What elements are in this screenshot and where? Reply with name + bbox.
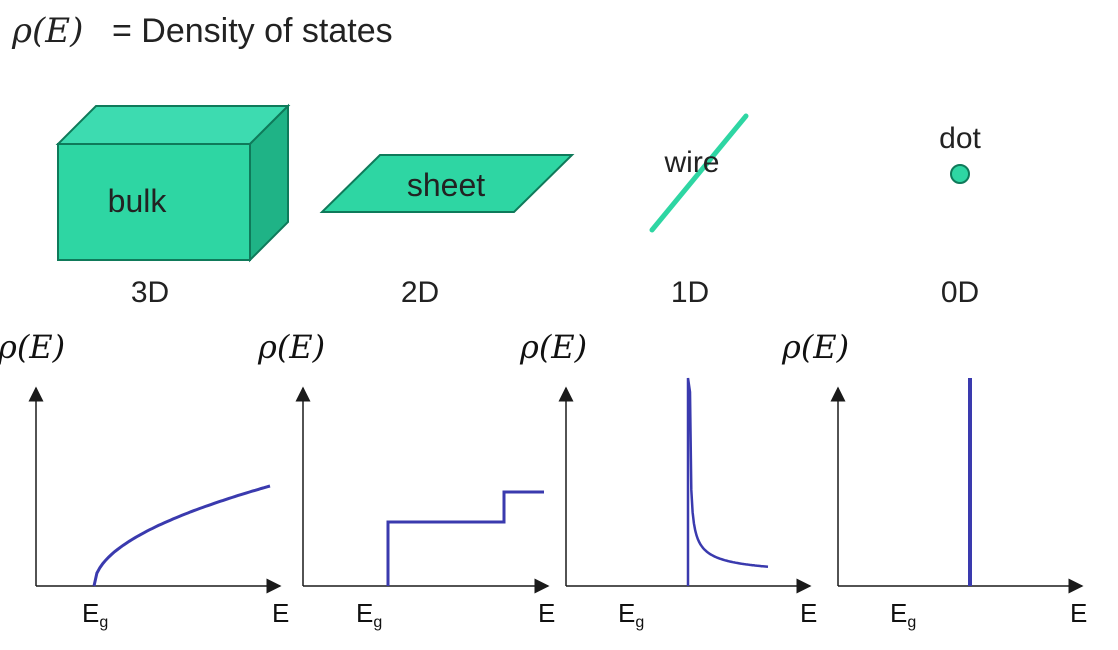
sheet-label: sheet xyxy=(407,167,485,203)
plot-3d-gap-label: Eg xyxy=(82,598,108,631)
bulk-cube-top xyxy=(55,105,291,145)
plot-0d: ρ(E) Eg E xyxy=(781,328,1087,631)
plot-2d-xlabel: E xyxy=(538,598,555,628)
bulk-label: bulk xyxy=(108,183,168,219)
plot-2d-gap-label: Eg xyxy=(356,598,382,631)
dot-circle xyxy=(950,164,970,184)
plot-2d: ρ(E) Eg E xyxy=(257,328,555,631)
dimension-label-3d: 3D xyxy=(131,276,169,309)
plot-3d-ylabel: ρ(E) xyxy=(0,328,65,366)
plot-1d-gap-label: Eg xyxy=(618,598,644,631)
bulk-shape: bulk xyxy=(55,103,291,263)
wire-line xyxy=(649,113,749,233)
plot-0d-xlabel: E xyxy=(1070,598,1087,628)
plot-1d-xlabel: E xyxy=(800,598,817,628)
plot-2d-curve xyxy=(386,490,544,586)
plot-1d-ylabel: ρ(E) xyxy=(519,328,587,366)
dimension-label-0d: 0D xyxy=(941,276,979,309)
wire-shape: wire xyxy=(649,113,749,233)
wire-label: wire xyxy=(663,146,719,179)
plot-1d-curve xyxy=(686,377,769,586)
sheet-shape: sheet xyxy=(319,154,575,213)
dimension-label-2d: 2D xyxy=(401,276,439,309)
plot-1d: ρ(E) Eg E xyxy=(519,328,817,631)
plot-0d-ylabel: ρ(E) xyxy=(781,328,849,366)
plot-0d-gap-label: Eg xyxy=(890,598,916,631)
title-text: = Density of states xyxy=(112,12,393,50)
page-title: ρ(E) = Density of states xyxy=(11,11,393,51)
plot-3d: ρ(E) Eg E xyxy=(0,328,289,631)
dot-shape: dot xyxy=(939,122,982,184)
plot-3d-curve xyxy=(92,484,271,587)
bulk-cube-front xyxy=(57,143,251,261)
dimension-label-1d: 1D xyxy=(671,276,709,309)
title-symbol: ρ(E) xyxy=(11,11,83,51)
dot-label: dot xyxy=(939,122,981,155)
sheet-parallelogram xyxy=(319,154,575,213)
plot-2d-ylabel: ρ(E) xyxy=(257,328,325,366)
plot-3d-xlabel: E xyxy=(272,598,289,628)
